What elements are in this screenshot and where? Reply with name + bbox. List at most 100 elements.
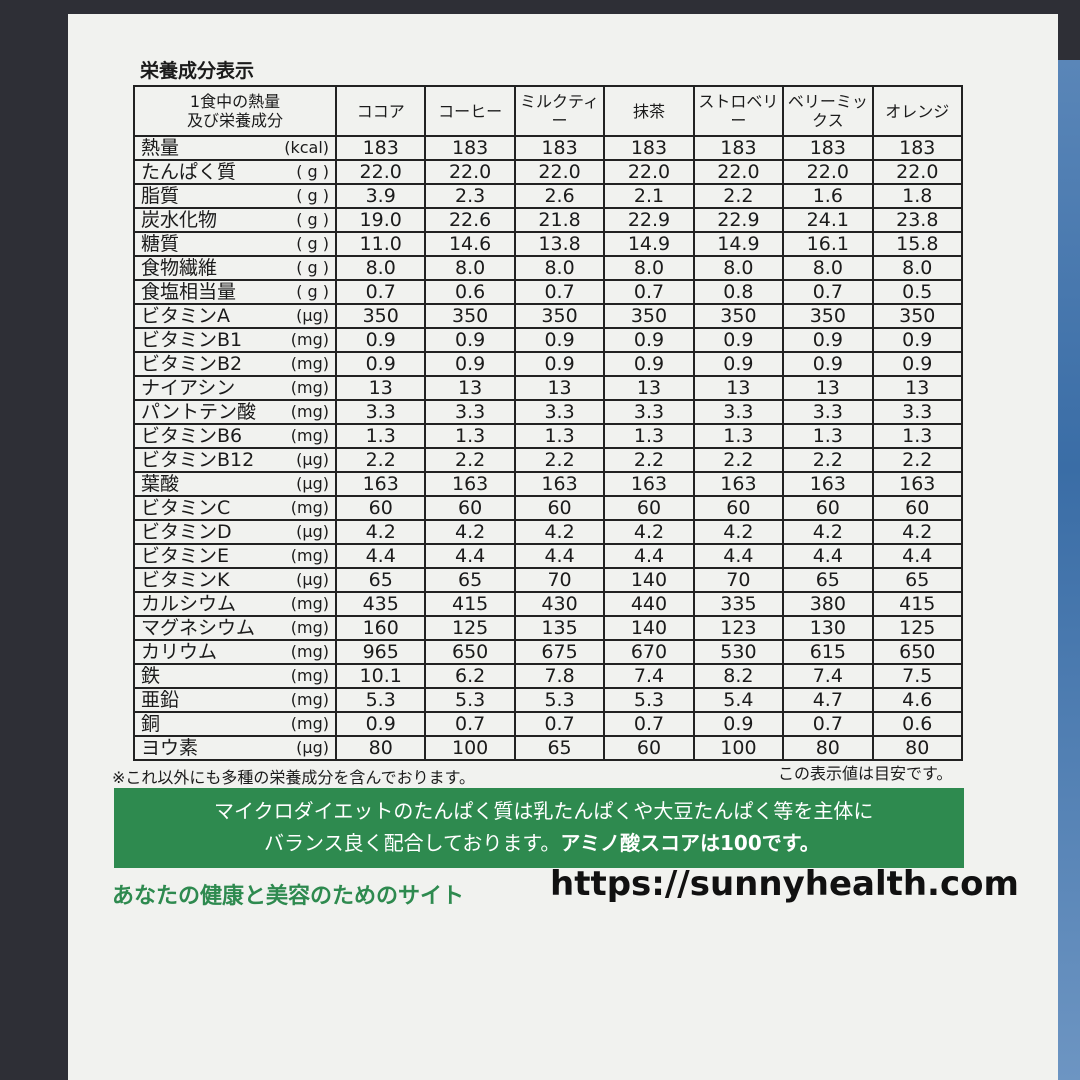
value-cell: 22.0 [513,159,606,185]
value-cell: 8.0 [424,255,516,281]
value-cell: 2.2 [692,183,785,209]
value-cell: 65 [424,567,516,593]
nutrient-name: 熱量 [141,137,180,159]
value-cell: 1.3 [513,423,606,449]
value-cell: 350 [334,303,427,329]
value-cell: 0.9 [603,351,695,377]
nutrient-name: ビタミンD [141,521,232,543]
nutrient-unit: (mg) [290,354,329,373]
value-cell: 80 [871,735,964,761]
value-cell: 183 [603,135,695,161]
value-cell: 4.2 [871,519,964,545]
value-cell: 19.0 [334,207,427,233]
column-header: ストロベリー [692,85,785,137]
row-label-cell: ビタミンB12 (μg) [133,447,337,473]
nutrient-name: ビタミンB6 [141,425,243,447]
value-cell: 10.1 [334,663,427,689]
value-cell: 130 [782,615,874,641]
value-cell: 13 [692,375,785,401]
row-label-cell: 食塩相当量 ( g ) [133,279,337,305]
value-cell: 7.8 [513,663,606,689]
value-cell: 670 [603,639,695,665]
value-cell: 4.7 [782,687,874,713]
table-row: ビタミンB1 (mg) 0.9 0.9 0.9 0.9 0.9 0.9 0.9 [133,327,964,353]
nutrient-name: 銅 [141,713,161,735]
value-cell: 183 [334,135,427,161]
value-cell: 8.0 [513,255,606,281]
value-cell: 14.9 [692,231,785,257]
header-label: 1食中の熱量 及び栄養成分 [133,85,337,137]
value-cell: 8.0 [871,255,964,281]
value-cell: 0.7 [603,279,695,305]
nutrient-unit: (mg) [290,594,329,613]
row-label: ビタミンK (μg) [135,569,335,591]
value-cell: 60 [782,495,874,521]
value-cell: 4.4 [603,543,695,569]
value-cell: 22.0 [692,159,785,185]
value-cell: 4.4 [424,543,516,569]
row-label: 食塩相当量 ( g ) [135,281,335,303]
nutrient-name: ビタミンA [141,305,230,327]
value-cell: 0.9 [603,327,695,353]
value-cell: 0.9 [513,327,606,353]
table-row: マグネシウム (mg) 160 125 135 140 123 130 125 [133,615,964,641]
value-cell: 65 [782,567,874,593]
value-cell: 3.3 [692,399,785,425]
nutrient-unit: (mg) [290,618,329,637]
row-label: カルシウム (mg) [135,593,335,615]
value-cell: 13 [782,375,874,401]
value-cell: 1.3 [782,423,874,449]
value-cell: 163 [334,471,427,497]
value-cell: 350 [692,303,785,329]
table-row: 糖質( g ) 11.0 14.6 13.8 14.9 14.9 16.1 15.8 [133,231,964,257]
value-cell: 70 [513,567,606,593]
table-row: ビタミンC (mg) 60 60 60 60 60 60 60 [133,495,964,521]
value-cell: 60 [692,495,785,521]
value-cell: 8.0 [603,255,695,281]
table-row: 食塩相当量( g ) 0.7 0.6 0.7 0.7 0.8 0.7 0.5 [133,279,964,305]
nutrient-name: 食塩相当量 [141,281,237,303]
value-cell: 1.3 [871,423,964,449]
nutrient-unit: ( g ) [296,162,329,181]
column-header: ミルクティー [513,85,606,137]
table-row: ビタミンB2 (mg) 0.9 0.9 0.9 0.9 0.9 0.9 0.9 [133,351,964,377]
value-cell: 0.7 [603,711,695,737]
table-row: ヨウ素 (μg) 80 100 65 60 100 80 80 [133,735,964,761]
value-cell: 8.0 [782,255,874,281]
value-cell: 430 [513,591,606,617]
table-row: 食物繊維( g ) 8.0 8.0 8.0 8.0 8.0 8.0 8.0 [133,255,964,281]
nutrient-unit: (mg) [290,714,329,733]
value-cell: 80 [782,735,874,761]
value-cell: 80 [334,735,427,761]
nutrient-name: 食物繊維 [141,257,218,279]
row-label: 食物繊維 ( g ) [135,257,335,279]
value-cell: 675 [513,639,606,665]
nutrient-name: 炭水化物 [141,209,218,231]
value-cell: 7.4 [782,663,874,689]
nutrient-name: マグネシウム [141,617,256,639]
row-label: 脂質 ( g ) [135,185,335,207]
table-row: ビタミンD (μg) 4.2 4.2 4.2 4.2 4.2 4.2 4.2 [133,519,964,545]
nutrient-name: ビタミンB2 [141,353,243,375]
value-cell: 7.4 [603,663,695,689]
row-label: ビタミンC (mg) [135,497,335,519]
value-cell: 350 [513,303,606,329]
value-cell: 3.3 [782,399,874,425]
value-cell: 965 [334,639,427,665]
value-cell: 1.6 [782,183,874,209]
value-cell: 11.0 [334,231,427,257]
nutrient-unit: (mg) [290,378,329,397]
row-label-cell: ビタミンE (mg) [133,543,337,569]
nutrient-name: ビタミンE [141,545,230,567]
value-cell: 0.9 [692,351,785,377]
value-cell: 15.8 [871,231,964,257]
value-cell: 22.0 [334,159,427,185]
row-label-cell: 糖質 ( g ) [133,231,337,257]
nutrient-unit: (μg) [296,522,329,541]
nutrient-name: ビタミンC [141,497,231,519]
row-label-cell: カルシウム (mg) [133,591,337,617]
table-row: 葉酸 (μg) 163 163 163 163 163 163 163 [133,471,964,497]
row-label: 亜鉛 (mg) [135,689,335,711]
value-cell: 0.7 [782,711,874,737]
value-cell: 163 [782,471,874,497]
